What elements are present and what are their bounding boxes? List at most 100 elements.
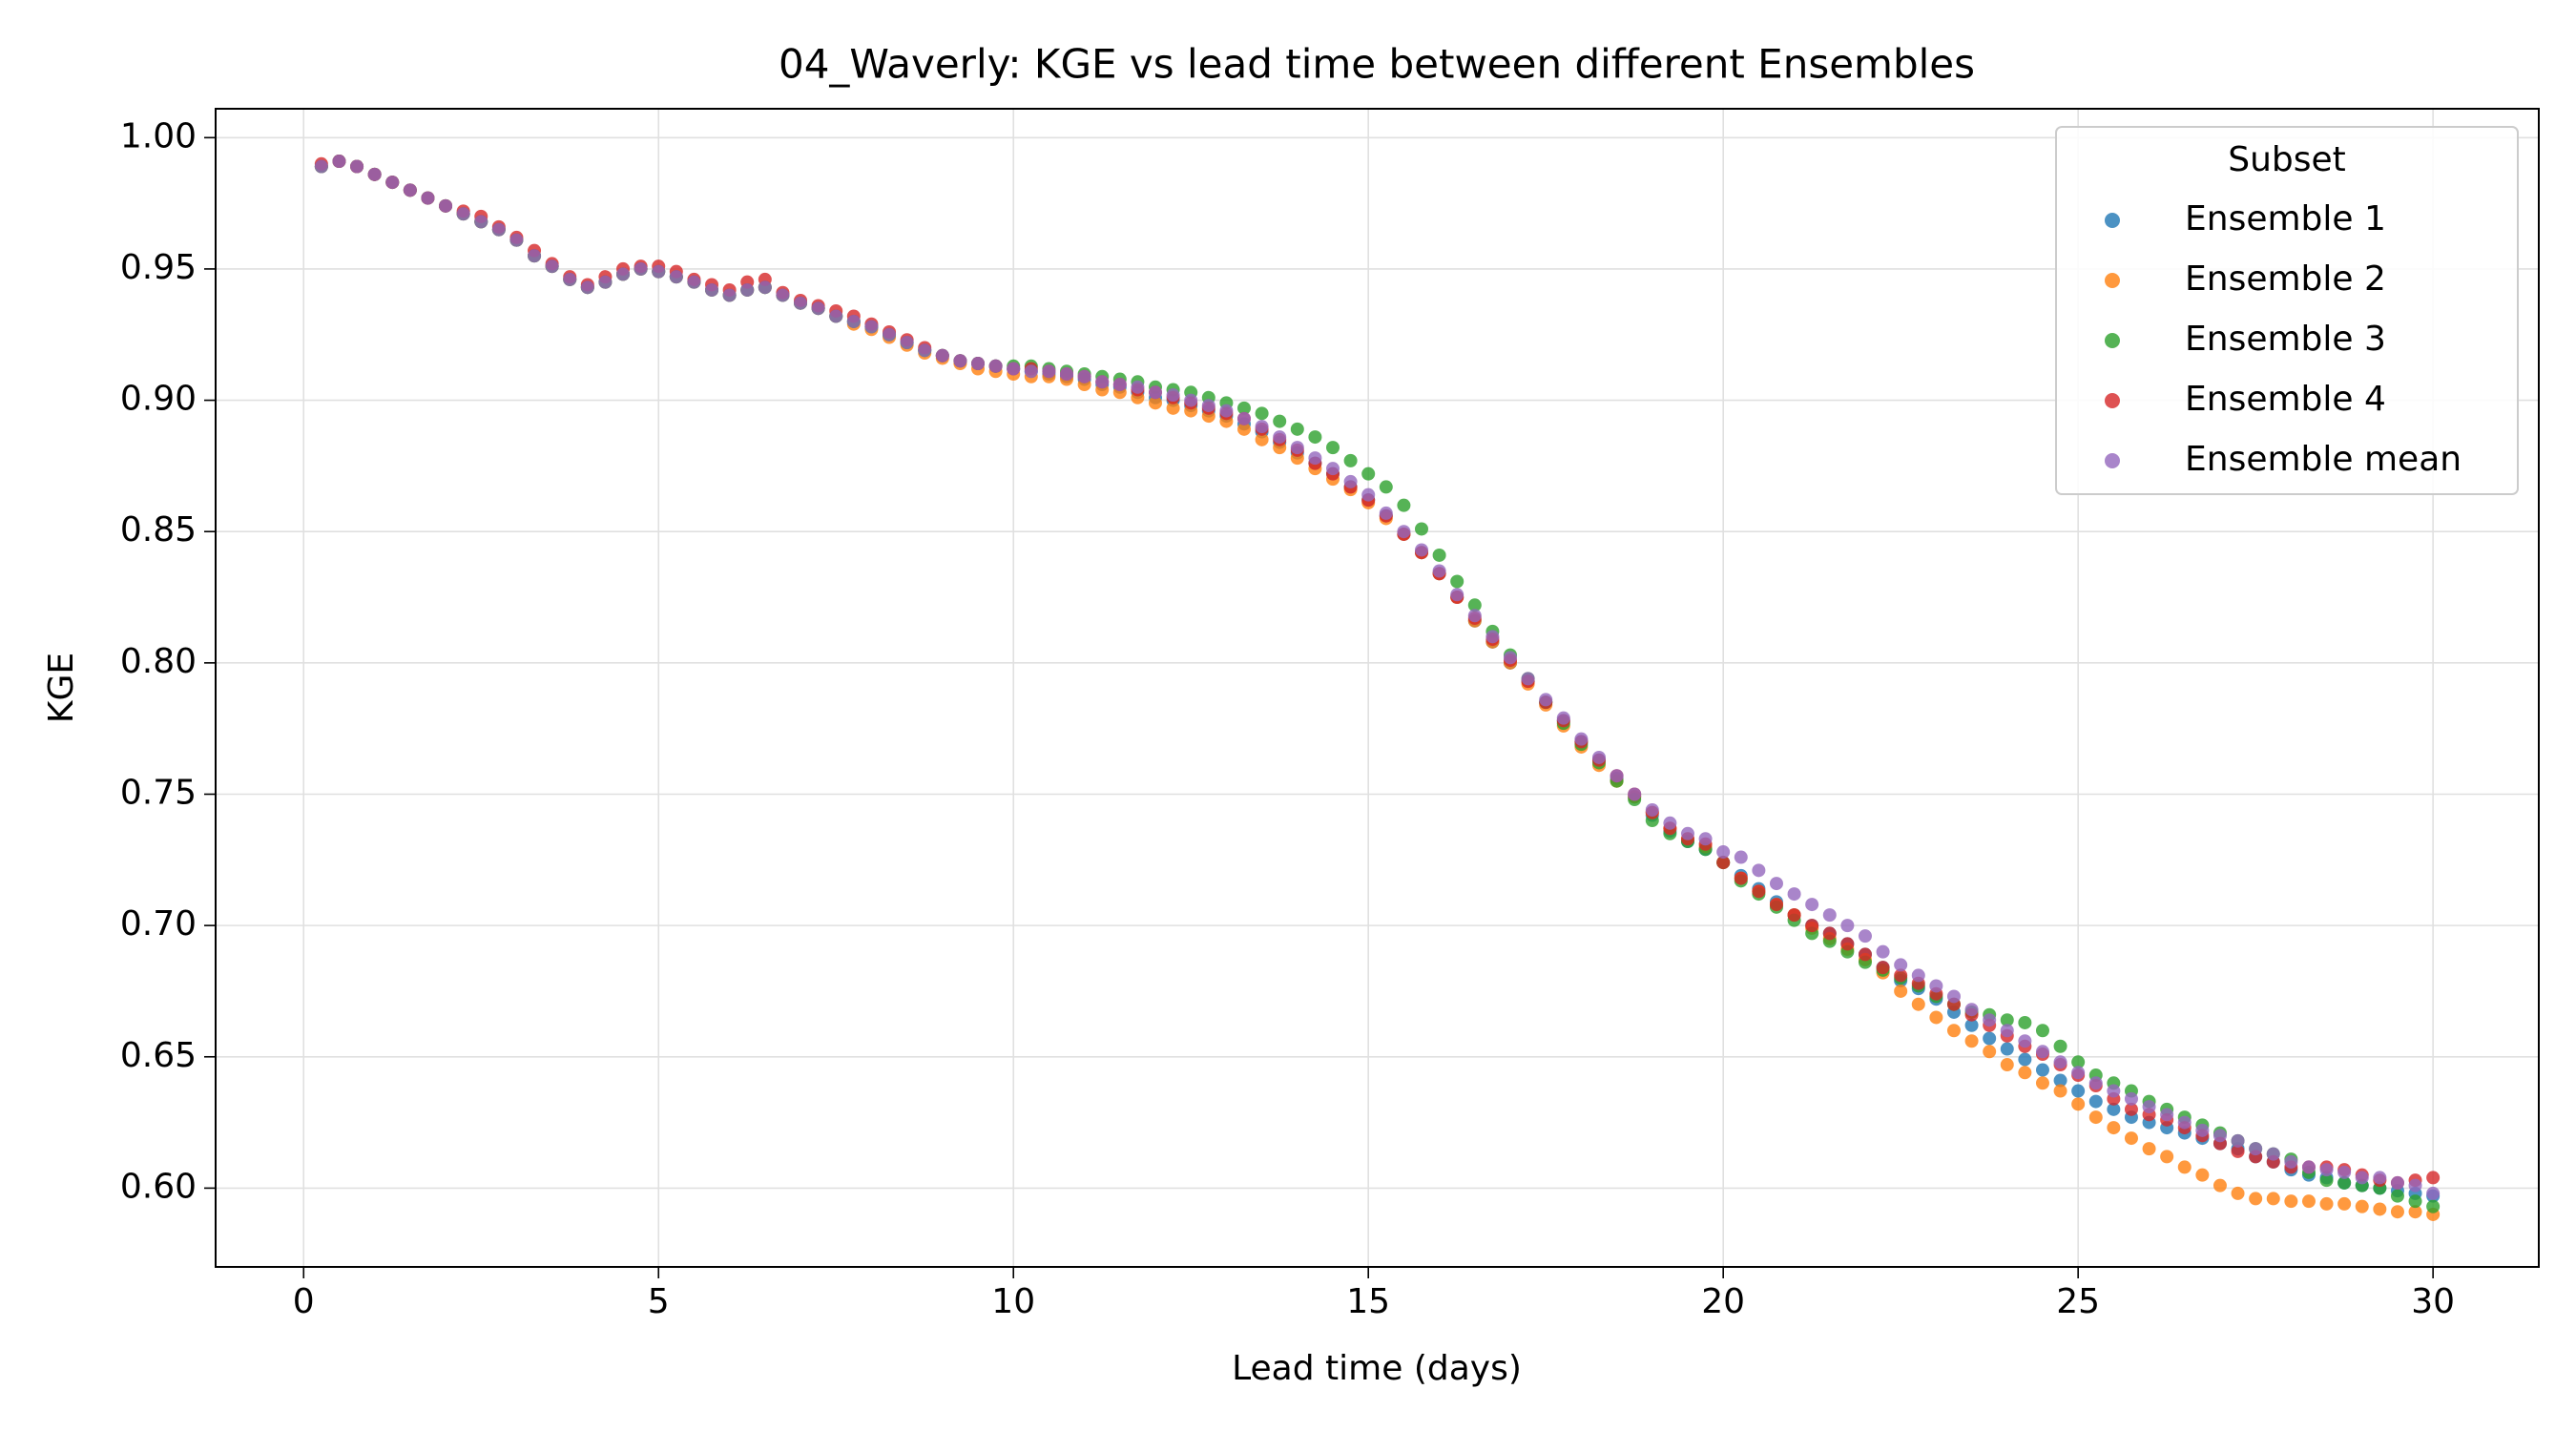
data-point (1308, 451, 1322, 466)
data-point (421, 191, 435, 205)
x-tick-label: 5 (648, 1282, 670, 1321)
data-point (2088, 1094, 2103, 1109)
data-point (509, 233, 524, 247)
data-point (2355, 1199, 2369, 1213)
data-point (1964, 1034, 1979, 1048)
data-point (971, 357, 986, 371)
data-point (1787, 887, 1801, 902)
data-point (1663, 816, 1677, 830)
data-point (474, 215, 488, 229)
data-point (1894, 968, 1908, 983)
data-point (1822, 926, 1837, 941)
data-point (652, 264, 666, 279)
data-point (1326, 441, 1340, 455)
data-point (2426, 1171, 2441, 1185)
x-tick-label: 15 (1346, 1282, 1390, 1321)
legend-title: Subset (2228, 140, 2346, 179)
data-point (1876, 961, 1890, 975)
data-point (864, 320, 879, 334)
data-point (1769, 877, 1783, 891)
data-point (2160, 1108, 2174, 1122)
data-point (1716, 856, 1731, 870)
data-point (2018, 1034, 2032, 1048)
data-point (1822, 908, 1837, 923)
data-point (1929, 979, 1943, 993)
data-point (900, 336, 914, 350)
data-point (314, 159, 328, 174)
data-point (385, 176, 400, 190)
data-point (811, 301, 825, 316)
data-point (1273, 414, 1287, 428)
data-point (2035, 1076, 2049, 1090)
data-point (758, 280, 772, 295)
data-point (1521, 672, 1535, 686)
x-tick-label: 10 (991, 1282, 1035, 1321)
data-point (1255, 406, 1269, 421)
data-point (1201, 399, 1215, 413)
data-point (1290, 422, 1304, 436)
chart-title: 04_Waverly: KGE vs lead time between dif… (779, 41, 1975, 88)
data-point (580, 280, 594, 295)
data-point (846, 314, 861, 328)
data-point (2301, 1160, 2316, 1174)
data-point (2231, 1133, 2245, 1148)
y-tick-label: 0.85 (120, 510, 197, 550)
data-point (1983, 1045, 1997, 1059)
data-point (1414, 522, 1428, 536)
data-point (2212, 1129, 2227, 1143)
data-point (883, 327, 897, 342)
data-point (1911, 997, 1925, 1011)
data-point (2000, 1058, 2014, 1072)
data-point (2177, 1115, 2192, 1130)
data-point (2018, 1015, 2032, 1029)
data-point (456, 207, 470, 221)
data-point (1432, 564, 1446, 578)
data-point (1556, 711, 1570, 725)
data-point (1255, 432, 1269, 446)
data-point (1734, 871, 1748, 885)
y-tick-label: 0.60 (120, 1167, 197, 1206)
legend-label: Ensemble 1 (2185, 199, 2386, 238)
data-point (2408, 1178, 2422, 1192)
data-point (2053, 1055, 2067, 1069)
data-point (367, 167, 382, 181)
points (314, 155, 2441, 1221)
legend-label: Ensemble mean (2185, 440, 2462, 479)
data-point (2319, 1173, 2334, 1188)
data-point (1645, 803, 1659, 818)
data-point (491, 222, 506, 237)
data-point (2124, 1102, 2138, 1116)
data-point (1042, 364, 1056, 379)
data-point (1610, 769, 1624, 783)
data-point (2142, 1100, 2156, 1114)
data-point (776, 288, 790, 302)
data-point (2373, 1202, 2387, 1216)
legend: Subset Ensemble 1 Ensemble 2 Ensemble 3 Ense… (2055, 126, 2519, 495)
data-point (1397, 498, 1411, 512)
data-point (2053, 1084, 2067, 1098)
data-point (1184, 393, 1198, 407)
data-point (1734, 850, 1748, 864)
data-point (403, 183, 417, 197)
data-point (1219, 404, 1234, 418)
data-point (1414, 543, 1428, 557)
data-point (2355, 1171, 2369, 1185)
y-tick-label: 0.75 (120, 773, 197, 812)
data-point (1131, 380, 1145, 394)
data-point (1273, 430, 1287, 445)
data-point (2053, 1073, 2067, 1088)
data-point (1894, 958, 1908, 972)
data-point (2373, 1171, 2387, 1185)
data-point (988, 359, 1003, 373)
data-point (350, 159, 364, 174)
data-point (1858, 947, 1872, 962)
data-point (2035, 1045, 2049, 1059)
data-point (2319, 1163, 2334, 1177)
x-tick-label: 20 (1701, 1282, 1745, 1321)
data-point (2000, 1024, 2014, 1038)
x-tick-label: 0 (293, 1282, 315, 1321)
x-tick-label: 30 (2411, 1282, 2455, 1321)
data-point (2107, 1102, 2121, 1116)
data-point (1343, 453, 1358, 467)
